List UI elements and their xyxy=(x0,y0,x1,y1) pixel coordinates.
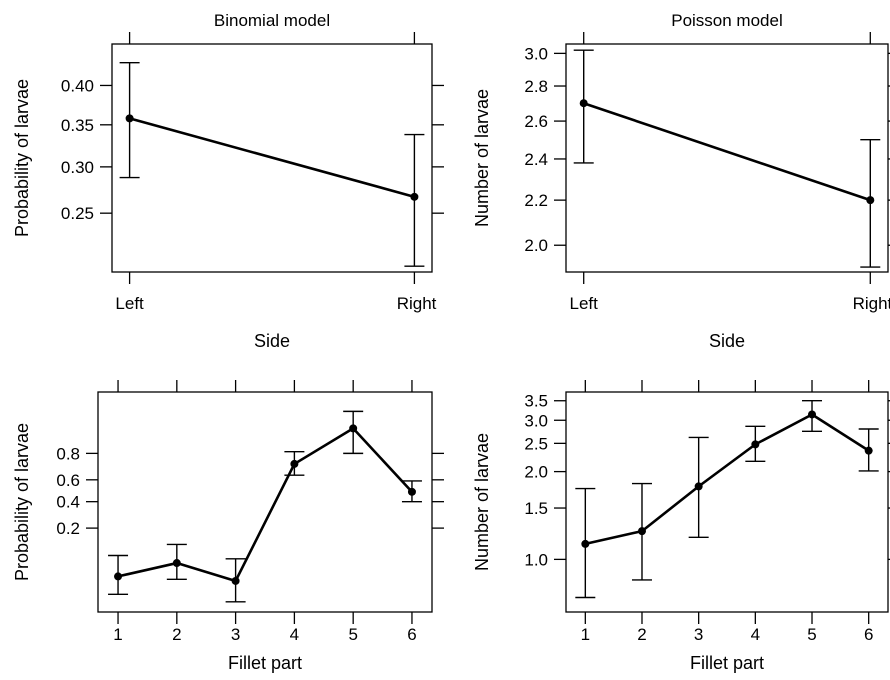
chart-panel-4: 1 2 3 4 5 6 1.0 1.5 2.0 2.5 3.03.5 Fillet part Numbe… xyxy=(472,380,890,673)
chart-panel-1: Binomial model Left Right 0.25 0.30 0.35 0.40 S… xyxy=(12,11,444,351)
series-line xyxy=(129,117,415,199)
data-point xyxy=(125,114,134,123)
chart-panel-3: 1 2 3 4 5 6 0.2 0.4 0.6 0.8 Fillet part Probability… xyxy=(12,380,444,673)
series-line xyxy=(583,101,871,202)
chart-title: Binomial model xyxy=(214,11,330,30)
data-point xyxy=(808,410,817,419)
y-tick-label: 1.0 xyxy=(524,550,548,569)
x-tick-label: 5 xyxy=(807,625,816,644)
y-tick-label: 0.8 xyxy=(56,444,80,463)
y-tick-label: 2.0 xyxy=(524,236,548,255)
plot-frame xyxy=(565,391,889,613)
data-point xyxy=(864,446,873,455)
data-point xyxy=(407,487,416,496)
x-tick-label: 6 xyxy=(407,625,416,644)
y-tick-label: 3.5 xyxy=(524,392,548,411)
y-tick-label: 0.4 xyxy=(56,493,80,512)
x-tick-label: 6 xyxy=(864,625,873,644)
data-point xyxy=(114,572,123,581)
data-point xyxy=(290,459,299,468)
x-tick-label: Left xyxy=(115,294,144,313)
y-axis-label: Number of larvae xyxy=(472,89,492,227)
data-point xyxy=(751,440,760,449)
data-point xyxy=(579,99,588,108)
data-point xyxy=(172,559,181,568)
y-tick-label: 0.30 xyxy=(61,158,94,177)
data-point xyxy=(866,196,875,205)
x-axis-label: Side xyxy=(709,331,745,351)
y-tick-label: 2.0 xyxy=(524,463,548,482)
data-point xyxy=(694,482,703,491)
x-tick-label: 1 xyxy=(581,625,590,644)
x-tick-label: 4 xyxy=(751,625,760,644)
y-tick-label: 0.6 xyxy=(56,471,80,490)
plot-frame xyxy=(111,43,433,273)
y-tick-label: 2.4 xyxy=(524,150,548,169)
series-line xyxy=(585,413,870,546)
x-axis-label: Side xyxy=(254,331,290,351)
data-point xyxy=(637,527,646,536)
x-tick-label: 5 xyxy=(348,625,357,644)
chart-title: Poisson model xyxy=(671,11,783,30)
plot-frame xyxy=(565,43,889,273)
x-tick-label: 2 xyxy=(172,625,181,644)
chart-panel-2: Poisson model Left Right 2.0 2.2 2.4 2.6 2.8 3.0… xyxy=(472,11,890,351)
y-axis-label: Probability of larvae xyxy=(12,79,32,237)
y-axis-label: Number of larvae xyxy=(472,433,492,571)
y-tick-label: 0.40 xyxy=(61,76,94,95)
y-tick-label: 2.8 xyxy=(524,77,548,96)
y-tick-label: 0.35 xyxy=(61,116,94,135)
y-tick-label: 2.2 xyxy=(524,191,548,210)
x-tick-label: 3 xyxy=(231,625,240,644)
y-axis-label: Probability of larvae xyxy=(12,423,32,581)
data-point xyxy=(581,539,590,548)
y-tick-label: 2.5 xyxy=(524,434,548,453)
series-line xyxy=(117,427,413,583)
y-tick-label: 0.25 xyxy=(61,204,94,223)
x-tick-label: 4 xyxy=(290,625,299,644)
plot-frame xyxy=(97,391,433,613)
x-axis-label: Fillet part xyxy=(228,653,302,673)
y-tick-label: 0.2 xyxy=(56,519,80,538)
x-tick-label: 2 xyxy=(637,625,646,644)
y-tick-label: 3.0 xyxy=(524,44,548,63)
y-tick-label: 1.5 xyxy=(524,499,548,518)
x-tick-label: 1 xyxy=(113,625,122,644)
x-tick-label: 3 xyxy=(694,625,703,644)
x-tick-label: Right xyxy=(853,294,890,313)
y-tick-label: 3.0 xyxy=(524,411,548,430)
data-point xyxy=(349,424,358,433)
data-point xyxy=(231,576,240,585)
x-tick-label: Left xyxy=(570,294,599,313)
y-tick-label: 2.6 xyxy=(524,112,548,131)
data-point xyxy=(410,192,419,201)
x-axis-label: Fillet part xyxy=(690,653,764,673)
x-tick-label: Right xyxy=(397,294,437,313)
